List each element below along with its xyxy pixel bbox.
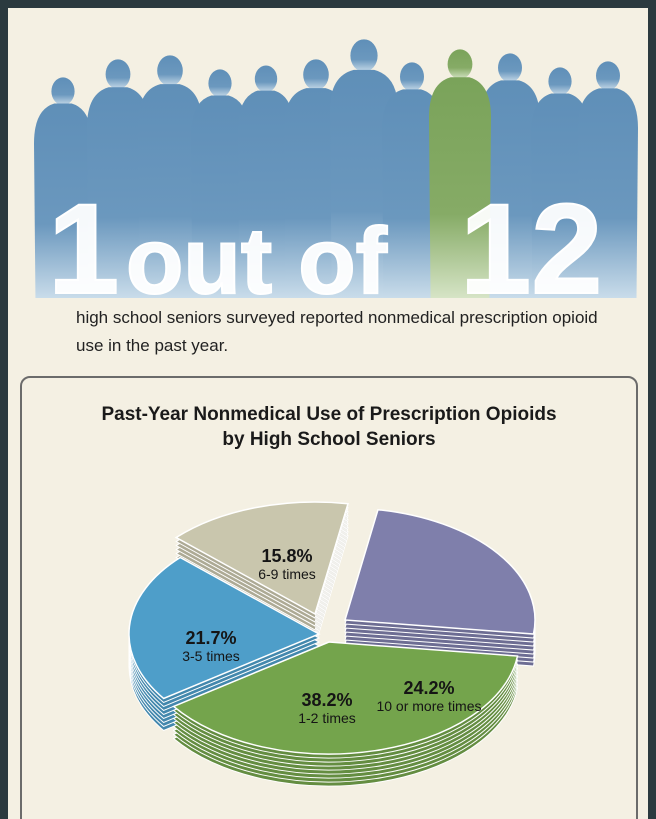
headline-number-one: 1: [48, 178, 119, 298]
slice-percent-label: 15.8%: [261, 546, 312, 566]
slice-category-label: 10 or more times: [376, 698, 481, 714]
infographic-page: 1 out of 12 high school seniors surveyed…: [8, 8, 648, 819]
chart-panel: Past-Year Nonmedical Use of Prescription…: [20, 376, 638, 819]
chart-title: Past-Year Nonmedical Use of Prescription…: [22, 402, 636, 452]
highlighted-person-silhouette: [429, 49, 491, 298]
person-silhouette: [578, 61, 638, 298]
person-silhouette: [238, 65, 294, 298]
slice-category-label: 1-2 times: [298, 710, 356, 726]
intro-text: high school seniors surveyed reported no…: [76, 308, 598, 355]
slice-category-label: 6-9 times: [258, 566, 316, 582]
person-silhouette: [138, 55, 202, 298]
person-silhouette: [531, 67, 589, 298]
person-silhouette: [382, 62, 442, 298]
person-silhouette: [480, 53, 540, 298]
slice-percent-label: 38.2%: [301, 690, 352, 710]
slice-percent-label: 21.7%: [185, 628, 236, 648]
pie-chart: 24.2%10 or more times 38.2%1-2 times 21.7%…: [128, 501, 536, 787]
pie-slice: [172, 641, 519, 787]
pie-slice: [344, 508, 536, 667]
person-silhouette: [87, 59, 149, 298]
hero-banner: 1 out of 12: [8, 8, 648, 298]
silhouette-crowd: 1 out of 12: [34, 39, 638, 298]
headline-number-twelve: 12: [460, 178, 602, 298]
person-silhouette: [34, 77, 92, 298]
pie-slice: [128, 556, 321, 732]
chart-title-line-2: by High School Seniors: [222, 429, 436, 450]
chart-title-line-1: Past-Year Nonmedical Use of Prescription…: [101, 404, 557, 425]
person-silhouette: [191, 69, 249, 298]
person-silhouette: [330, 39, 398, 298]
slice-category-label: 3-5 times: [182, 648, 240, 664]
headline-out-of: out of: [126, 208, 388, 298]
slice-percent-label: 24.2%: [403, 678, 454, 698]
pie-slice: [174, 501, 349, 647]
